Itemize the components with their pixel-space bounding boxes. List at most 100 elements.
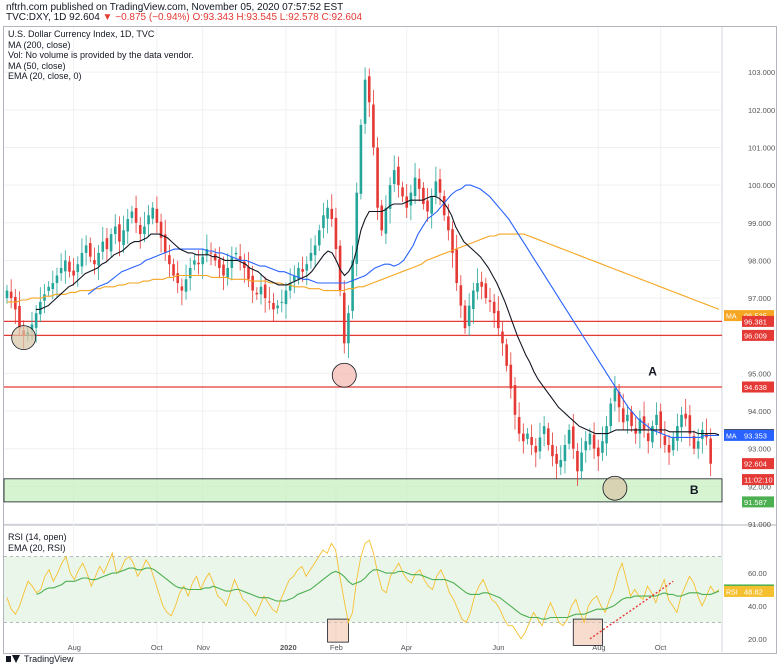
- candle-body: [205, 249, 209, 255]
- candle-body: [480, 281, 483, 287]
- highlight-circle: [602, 475, 628, 501]
- candle-body: [696, 441, 700, 449]
- price-label-prefix: MA: [726, 314, 737, 321]
- price-label-prefix: MA: [726, 433, 737, 440]
- rsi-tick-label: 60.00: [748, 569, 767, 578]
- candle-body: [309, 252, 313, 261]
- candle-body: [376, 147, 379, 208]
- candle-body: [288, 283, 292, 291]
- y-tick-label: 93.000: [748, 445, 771, 454]
- candle-body: [134, 208, 138, 223]
- candle-body: [526, 433, 529, 439]
- x-tick-label: Feb: [330, 643, 343, 652]
- candle-body: [101, 241, 105, 252]
- legend-rsi-ema[interactable]: EMA (20, RSI): [8, 542, 66, 553]
- candle-body: [422, 187, 425, 204]
- candle-body: [138, 225, 142, 235]
- candle-body: [305, 264, 309, 271]
- candle-body: [222, 264, 225, 276]
- candle-body: [43, 294, 46, 301]
- x-tick-label: Oct: [655, 643, 668, 652]
- candle-body: [163, 234, 167, 253]
- y-tick-label: 92.000: [748, 482, 771, 491]
- last-price: 92.604: [69, 12, 100, 23]
- candle-body: [105, 238, 109, 250]
- candle-body: [688, 415, 692, 434]
- legend-volume: Vol: No volume is provided by the data v…: [8, 50, 194, 60]
- candle-body: [542, 426, 546, 435]
- candle-body: [39, 301, 42, 315]
- rsi-band: [4, 556, 722, 623]
- candle-body: [317, 230, 321, 246]
- ema20-line: [35, 195, 720, 436]
- candle-body: [34, 313, 38, 328]
- candle-body: [88, 243, 92, 257]
- candle-body: [430, 196, 434, 214]
- rsi-ema-line: [36, 567, 720, 620]
- price-label: 96.009: [744, 331, 767, 340]
- candle-body: [280, 301, 284, 303]
- price-label-bg: [742, 474, 774, 486]
- footer: TradingView: [6, 654, 74, 664]
- candle-body: [72, 270, 75, 276]
- candle-body: [680, 414, 683, 428]
- candle-body: [247, 266, 250, 280]
- price-label-bg: [742, 329, 774, 341]
- candle-body: [397, 166, 400, 186]
- candle-body: [347, 313, 350, 344]
- candle-body: [84, 245, 88, 253]
- rsi-highlight-box: [572, 618, 603, 646]
- main-legend: U.S. Dollar Currency Index, 1D, TVC MA (…: [8, 29, 194, 82]
- rsi-trendline: [589, 580, 674, 640]
- legend-ma200[interactable]: MA (200, close): [8, 39, 71, 50]
- candle-body: [47, 286, 50, 291]
- candle-body: [472, 290, 475, 310]
- price-label: 93.353: [744, 431, 767, 440]
- candle-body: [476, 283, 479, 292]
- y-tick-label: 94.000: [748, 407, 771, 416]
- candle-body: [596, 447, 600, 457]
- highlight-circle: [11, 325, 37, 351]
- candle-body: [676, 426, 679, 441]
- candle-body: [355, 192, 359, 264]
- rsi-tick-label: 20.00: [748, 635, 767, 644]
- rsi-legend: RSI (14, open) EMA (20, RSI): [8, 532, 67, 553]
- candle-body: [709, 438, 712, 464]
- candle-body: [455, 249, 458, 284]
- candle-body: [451, 229, 454, 253]
- candle-body: [155, 208, 159, 223]
- price-label: 96.381: [744, 317, 767, 326]
- price-label-bg: [724, 310, 774, 322]
- price-label-bg: [742, 381, 774, 393]
- candle-body: [259, 286, 263, 295]
- rsi-price-label-bg: [724, 585, 774, 597]
- candle-body: [51, 283, 55, 290]
- annotation-label: A: [648, 364, 657, 378]
- candle-body: [626, 414, 629, 422]
- tradingview-logo-icon: [6, 654, 20, 664]
- legend-rsi[interactable]: RSI (14, open): [8, 532, 67, 542]
- candle-body: [609, 403, 613, 427]
- candle-body: [113, 226, 117, 235]
- candle-body: [59, 267, 63, 274]
- candle-body: [576, 450, 579, 472]
- candle-body: [243, 261, 246, 268]
- candle-body: [372, 104, 375, 148]
- price-label-bg: [742, 496, 774, 508]
- candle-body: [605, 426, 608, 444]
- candle-body: [218, 259, 221, 268]
- candle-body: [313, 245, 317, 256]
- down-arrow-icon: ▼: [102, 12, 113, 23]
- legend-ma50[interactable]: MA (50, close): [8, 60, 66, 71]
- chart-frame: [3, 26, 777, 654]
- footer-brand[interactable]: TradingView: [24, 654, 74, 664]
- legend-ema20[interactable]: EMA (20, close, 0): [8, 71, 82, 81]
- candle-body: [447, 216, 450, 231]
- price-label-bg: [724, 429, 774, 441]
- candle-body: [497, 310, 500, 329]
- candle-body: [401, 187, 404, 197]
- candle-body: [168, 255, 171, 265]
- candle-body: [68, 261, 71, 272]
- candle-body: [5, 290, 9, 299]
